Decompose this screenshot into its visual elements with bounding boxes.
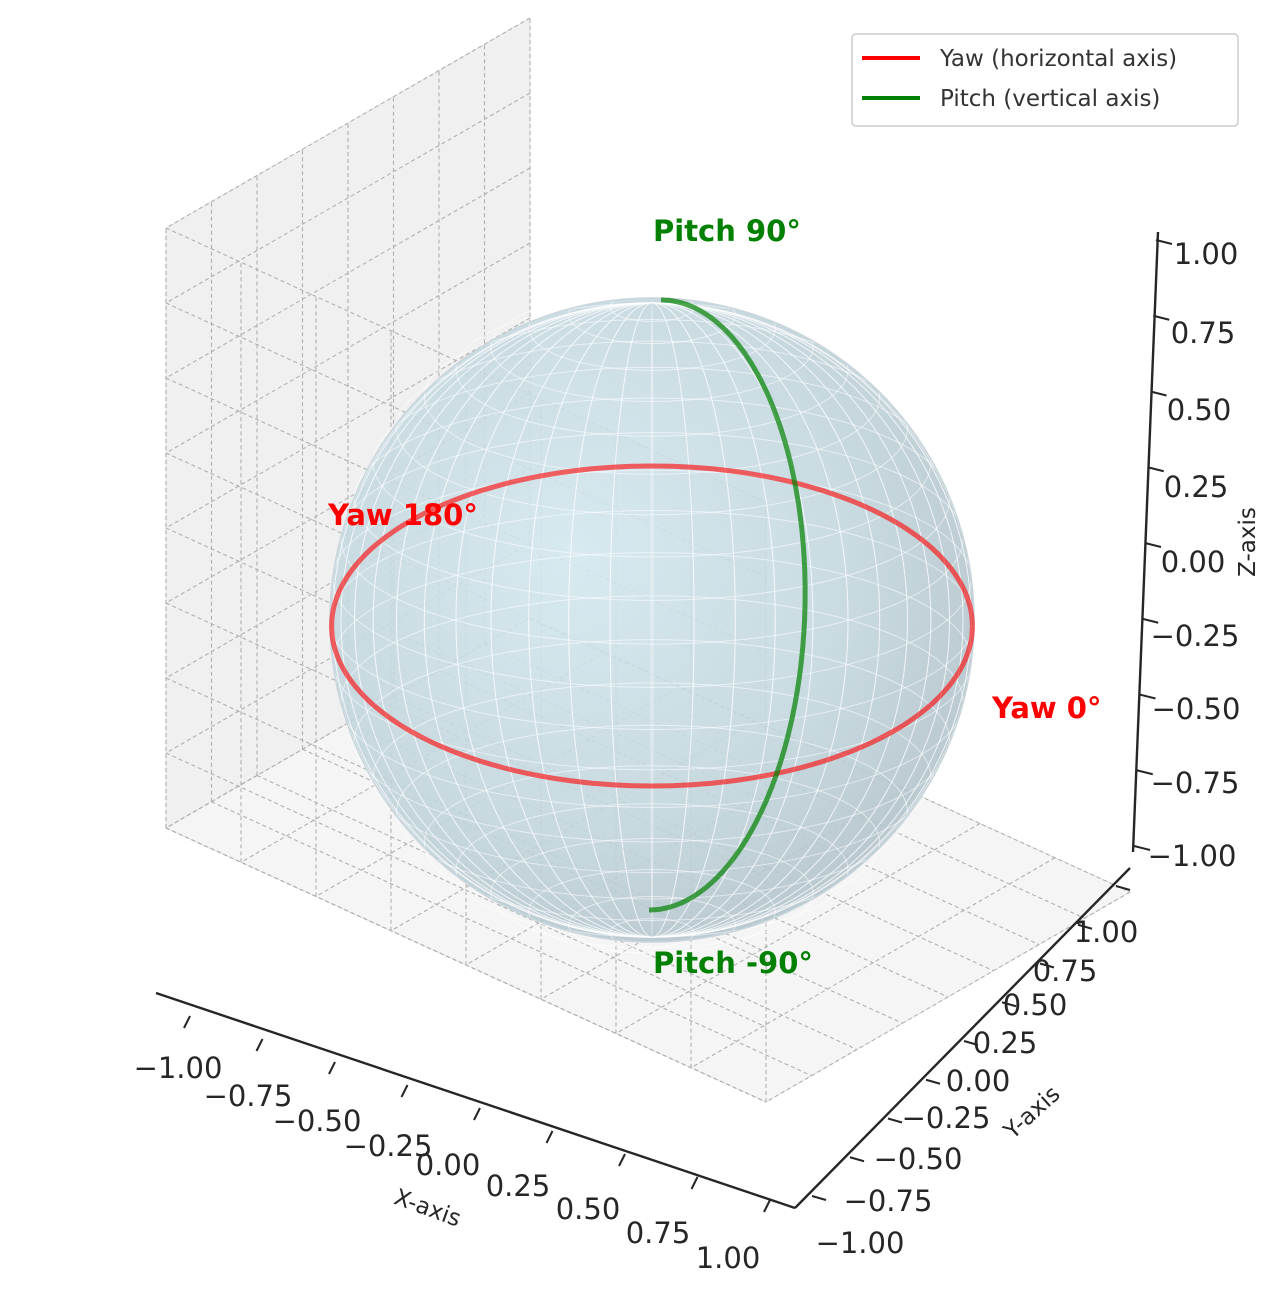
- x-tick-label: 0.00: [416, 1148, 481, 1182]
- x-tick-label: −0.75: [204, 1079, 293, 1113]
- z-tick-mark: [1144, 542, 1162, 548]
- z-tick-mark: [1147, 466, 1164, 473]
- x-tick-mark: [690, 1176, 699, 1190]
- y-tick-label: −0.75: [844, 1184, 933, 1218]
- y-tick-label: −0.25: [902, 1101, 991, 1135]
- annotation-yaw-0: Yaw 0°: [991, 691, 1101, 725]
- grid-left-z: [165, 317, 531, 529]
- legend-label-yaw: Yaw (horizontal axis): [939, 46, 1177, 72]
- x-tick-mark: [618, 1153, 626, 1167]
- grid-left-z: [165, 17, 531, 229]
- annotation-pitch-neg90: Pitch -90°: [653, 946, 813, 980]
- grid-floor-y: [211, 801, 812, 1077]
- grid-floor-y: [165, 827, 767, 1103]
- z-tick-mark: [1150, 390, 1167, 397]
- z-tick-mark: [1136, 769, 1153, 776]
- z-tick-mark: [1142, 617, 1159, 624]
- grid-left-z: [165, 242, 531, 454]
- z-tick-label: −1.00: [1148, 839, 1237, 873]
- latitude-line: [396, 340, 908, 516]
- y-tick-mark: [1001, 1001, 1017, 1008]
- y-tick-label: 0.25: [973, 1026, 1038, 1060]
- z-tick-label: 0.75: [1171, 316, 1236, 350]
- x-tick-mark: [400, 1084, 409, 1098]
- axis-lines: [155, 231, 1160, 1210]
- annotations: Yaw 0° Yaw 180° Pitch 90° Pitch -90°: [327, 214, 1101, 980]
- annotation-pitch-90: Pitch 90°: [653, 214, 801, 248]
- y-tick-mark: [963, 1040, 979, 1046]
- sphere-body: [330, 298, 974, 942]
- grid-back-z: [165, 752, 767, 1028]
- sphere-surface: [329, 286, 975, 954]
- y-tick-label: −1.00: [816, 1226, 905, 1260]
- z-tick-label: 0.50: [1167, 393, 1232, 427]
- x-tick-mark: [183, 1015, 191, 1029]
- grid-left-z: [165, 92, 531, 304]
- x-tick-label: 0.25: [486, 1169, 551, 1203]
- y-tick-mark: [1039, 962, 1055, 969]
- grid-floor-x: [765, 891, 1131, 1103]
- x-tick-mark: [255, 1038, 264, 1052]
- x-tick-label: 0.75: [626, 1216, 691, 1250]
- latitude-line: [423, 765, 881, 922]
- x-tick-mark: [328, 1061, 336, 1075]
- y-tick-label: 0.75: [1033, 954, 1098, 988]
- x-tick-label: 1.00: [696, 1241, 761, 1275]
- z-tick-mark: [1139, 693, 1156, 700]
- z-tick-mark: [1133, 845, 1151, 851]
- latitude-line: [423, 318, 881, 475]
- z-tick-label: −0.75: [1151, 766, 1240, 800]
- curves: [329, 297, 975, 913]
- y-tick-mark: [1077, 923, 1093, 930]
- y-tick-label: −0.50: [874, 1142, 963, 1176]
- tick-labels: −1.00−1.00−1.00−0.75−0.75−0.75−0.50−0.50…: [134, 237, 1241, 1275]
- grid-left-z: [165, 167, 531, 379]
- y-axis-line: [794, 867, 1131, 1209]
- z-axis-label: Z-axis: [1235, 507, 1261, 577]
- y-tick-mark: [849, 1156, 865, 1163]
- y-tick-label: 0.00: [946, 1064, 1011, 1098]
- yaw-curve: [329, 463, 975, 789]
- z-tick-mark: [1153, 314, 1170, 321]
- x-tick-label: 0.50: [556, 1192, 621, 1226]
- x-tick-mark: [545, 1130, 554, 1144]
- z-axis-line: [1131, 231, 1160, 853]
- z-tick-label: 0.25: [1164, 470, 1229, 504]
- z-tick-label: −0.25: [1151, 619, 1240, 653]
- x-axis-line: [155, 991, 796, 1210]
- y-tick-mark: [925, 1078, 941, 1085]
- x-tick-label: −0.25: [344, 1129, 433, 1163]
- annotation-yaw-180: Yaw 180°: [327, 498, 478, 532]
- legend-label-pitch: Pitch (vertical axis): [940, 86, 1160, 112]
- z-tick-label: −0.50: [1152, 692, 1241, 726]
- y-tick-label: 1.00: [1074, 915, 1139, 949]
- z-tick-label: 1.00: [1174, 237, 1239, 271]
- legend: Yaw (horizontal axis) Pitch (vertical ax…: [851, 33, 1239, 127]
- z-tick-label: 0.00: [1161, 545, 1226, 579]
- x-axis-label: X-axis: [391, 1184, 465, 1232]
- y-tick-mark: [811, 1195, 827, 1201]
- y-tick-mark: [1115, 885, 1131, 891]
- grid-floor-x: [615, 823, 981, 1034]
- grid-floor-x: [690, 857, 1056, 1069]
- latitude-line: [396, 724, 908, 900]
- x-tick-mark: [763, 1199, 771, 1213]
- y-tick-label: 0.50: [1003, 988, 1068, 1022]
- latitude-line: [490, 838, 814, 949]
- latitude-line: [490, 291, 814, 402]
- y-tick-mark: [887, 1117, 903, 1124]
- pitch-curve: [649, 297, 808, 913]
- z-tick-mark: [1155, 239, 1173, 245]
- x-tick-mark: [473, 1107, 481, 1121]
- x-tick-label: −0.50: [273, 1104, 362, 1138]
- x-tick-label: −1.00: [134, 1051, 223, 1085]
